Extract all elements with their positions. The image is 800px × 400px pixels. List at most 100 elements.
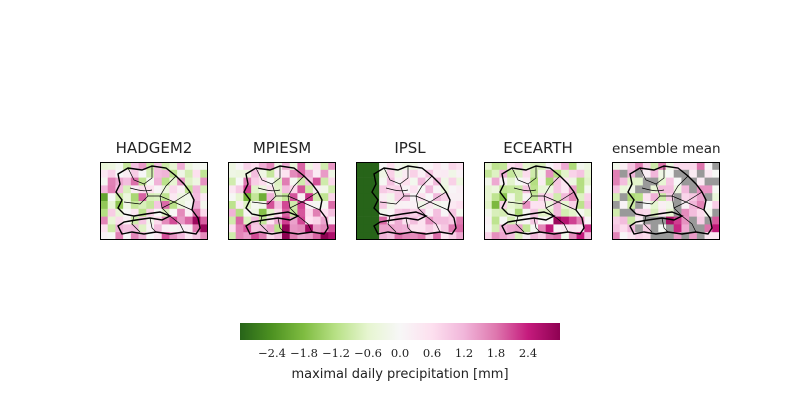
- heatmap-cell: [650, 216, 659, 225]
- heatmap-cell: [282, 224, 291, 233]
- heatmap-cell: [425, 232, 434, 240]
- heatmap-cell: [491, 193, 500, 202]
- heatmap-cell: [568, 169, 577, 178]
- heatmap-cell: [297, 224, 306, 233]
- heatmap-cell: [251, 177, 260, 186]
- region-border: [123, 195, 149, 205]
- heatmap-cell: [200, 232, 208, 240]
- heatmap-cell: [363, 162, 372, 171]
- heatmap-cell: [266, 216, 275, 225]
- heatmap-cell: [681, 201, 690, 210]
- heatmap-cell: [619, 193, 628, 202]
- heatmap-cell: [696, 177, 705, 186]
- panel-title-hadgem2: HADGEM2: [115, 139, 193, 157]
- heatmap-cell: [312, 232, 321, 240]
- heatmap-cell: [312, 177, 321, 186]
- heatmap-cell: [612, 193, 621, 202]
- panel-title-ecearth: ECEARTH: [503, 139, 573, 157]
- heatmap-cell: [100, 177, 109, 186]
- heatmap-cell: [266, 224, 275, 233]
- heatmap-cell: [328, 224, 336, 233]
- heatmap-cell: [507, 185, 516, 194]
- heatmap-cell: [576, 162, 585, 171]
- region-border: [641, 187, 665, 192]
- heatmap-cell: [289, 216, 298, 225]
- heatmap-cell: [258, 224, 267, 233]
- region-border: [161, 207, 171, 217]
- colorbar: [240, 323, 560, 340]
- heatmap-cell: [499, 208, 508, 217]
- heatmap-cell: [440, 216, 449, 225]
- heatmap-cell: [243, 216, 252, 225]
- heatmap-cell: [568, 201, 577, 210]
- heatmap-cell: [154, 201, 163, 210]
- heatmap-cell: [712, 162, 720, 171]
- heatmap-cell: [312, 162, 321, 171]
- tick-label: −2.4: [258, 346, 286, 360]
- heatmap-cell: [530, 193, 539, 202]
- region-border: [553, 215, 569, 233]
- heatmap-cell: [161, 185, 170, 194]
- heatmap-cell: [379, 193, 388, 202]
- heatmap-cell: [704, 224, 713, 233]
- heatmap-cell: [184, 169, 193, 178]
- heatmap-cell: [161, 224, 170, 233]
- heatmap-cell: [553, 201, 562, 210]
- heatmap-cell: [538, 232, 547, 240]
- region-border: [259, 215, 269, 233]
- region-border: [379, 195, 405, 205]
- heatmap-cell: [130, 208, 139, 217]
- heatmap-cell: [258, 201, 267, 210]
- heatmap-cell: [689, 208, 698, 217]
- heatmap-cell: [545, 162, 554, 171]
- heatmap-cell: [696, 216, 705, 225]
- heatmap-cell: [568, 232, 577, 240]
- heatmap-cell: [100, 208, 109, 217]
- heatmap-cell: [177, 224, 186, 233]
- heatmap-cell: [681, 185, 690, 194]
- region-border: [385, 187, 409, 192]
- heatmap-cell: [491, 216, 500, 225]
- heatmap-cell: [627, 208, 636, 217]
- heatmap-cell: [243, 185, 252, 194]
- heatmap-cell: [553, 216, 562, 225]
- heatmap-cell: [356, 162, 365, 171]
- heatmap-cell: [251, 193, 260, 202]
- heatmap-cell: [192, 193, 201, 202]
- heatmap-cell: [650, 162, 659, 171]
- heatmap-cell: [522, 169, 531, 178]
- heatmap-cell: [666, 216, 675, 225]
- heatmap-cell: [576, 185, 585, 194]
- heatmap-cell: [123, 232, 132, 240]
- heatmap-cell: [371, 216, 380, 225]
- heatmap-cell: [228, 232, 237, 240]
- heatmap-cell: [635, 216, 644, 225]
- heatmap-cell: [456, 224, 464, 233]
- heatmap-cell: [417, 177, 426, 186]
- heatmap-cell: [394, 208, 403, 217]
- heatmap-cell: [584, 224, 592, 233]
- heatmap-cell: [154, 162, 163, 171]
- heatmap-cell: [545, 208, 554, 217]
- heatmap-cell: [200, 208, 208, 217]
- heatmap-cell: [328, 193, 336, 202]
- heatmap-cell: [538, 162, 547, 171]
- heatmap-cell: [328, 216, 336, 225]
- heatmap-cell: [666, 224, 675, 233]
- heatmap-cell: [305, 224, 314, 233]
- heatmap-cell: [712, 224, 720, 233]
- heatmap-cell: [379, 169, 388, 178]
- heatmap-cell: [545, 185, 554, 194]
- map-panel-hadgem2: [100, 162, 208, 240]
- heatmap-cell: [689, 216, 698, 225]
- heatmap-cell: [363, 169, 372, 178]
- region-border: [635, 195, 661, 205]
- region-border: [169, 215, 185, 233]
- heatmap-cell: [328, 162, 336, 171]
- heatmap-cell: [297, 193, 306, 202]
- heatmap-cell: [553, 162, 562, 171]
- heatmap-cell: [507, 208, 516, 217]
- heatmap-cell: [154, 169, 163, 178]
- heatmap-cell: [561, 216, 570, 225]
- heatmap-cell: [192, 208, 201, 217]
